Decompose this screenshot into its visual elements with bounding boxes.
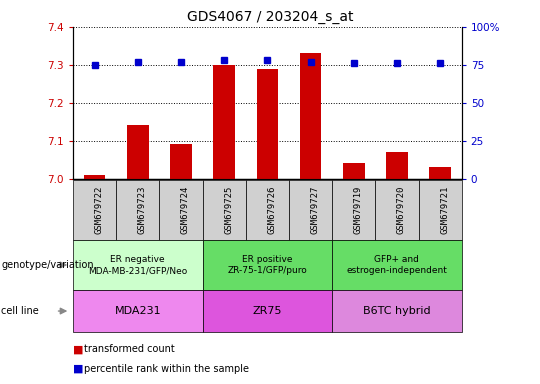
- Text: percentile rank within the sample: percentile rank within the sample: [84, 364, 249, 374]
- Bar: [170, 144, 192, 179]
- Text: GSM679725: GSM679725: [224, 186, 233, 234]
- Bar: [300, 53, 321, 179]
- Text: GSM679722: GSM679722: [94, 186, 104, 234]
- Text: ER positive
ZR-75-1/GFP/puro: ER positive ZR-75-1/GFP/puro: [227, 255, 307, 275]
- Bar: [429, 167, 451, 179]
- Text: transformed count: transformed count: [84, 344, 174, 354]
- Text: GSM679724: GSM679724: [181, 186, 190, 234]
- Text: cell line: cell line: [1, 306, 39, 316]
- Bar: [213, 65, 235, 179]
- Text: GSM679726: GSM679726: [267, 186, 276, 234]
- Text: B6TC hybrid: B6TC hybrid: [363, 306, 431, 316]
- Text: GSM679727: GSM679727: [310, 186, 320, 234]
- Text: ■: ■: [73, 364, 87, 374]
- Text: GDS4067 / 203204_s_at: GDS4067 / 203204_s_at: [187, 10, 353, 23]
- Text: MDA231: MDA231: [114, 306, 161, 316]
- Text: ZR75: ZR75: [253, 306, 282, 316]
- Bar: [256, 69, 278, 179]
- Bar: [84, 175, 105, 179]
- Text: GSM679721: GSM679721: [440, 186, 449, 234]
- Bar: [343, 163, 364, 179]
- Text: GSM679719: GSM679719: [354, 186, 363, 234]
- Bar: [127, 126, 148, 179]
- Text: ■: ■: [73, 344, 87, 354]
- Text: ER negative
MDA-MB-231/GFP/Neo: ER negative MDA-MB-231/GFP/Neo: [88, 255, 187, 275]
- Text: GSM679720: GSM679720: [397, 186, 406, 234]
- Text: genotype/variation: genotype/variation: [1, 260, 94, 270]
- Text: GSM679723: GSM679723: [138, 186, 147, 234]
- Bar: [386, 152, 408, 179]
- Text: GFP+ and
estrogen-independent: GFP+ and estrogen-independent: [347, 255, 447, 275]
